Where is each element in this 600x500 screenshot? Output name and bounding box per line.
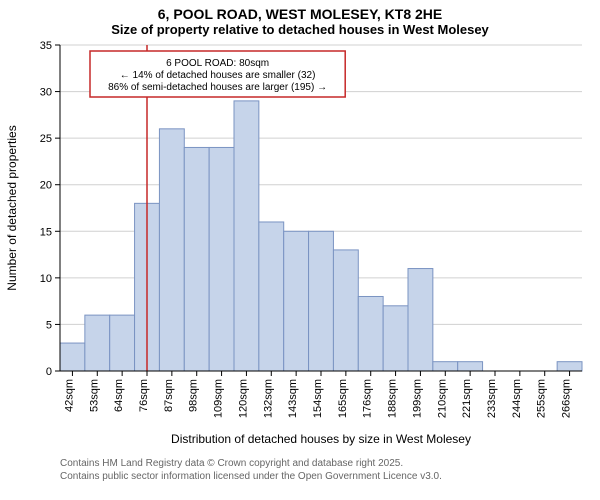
svg-text:120sqm: 120sqm xyxy=(237,379,249,418)
attribution-line-1: Contains HM Land Registry data © Crown c… xyxy=(60,457,600,470)
histogram-bar xyxy=(458,362,483,371)
histogram-bar xyxy=(309,231,334,371)
histogram-bar xyxy=(110,315,135,371)
histogram-chart: 0 5 10 15 20 25 30 35 42sqm 53sqm 64sqm 76sqm 87sqm 9… xyxy=(0,37,600,457)
svg-text:154sqm: 154sqm xyxy=(312,379,324,418)
svg-text:42sqm: 42sqm xyxy=(63,379,75,412)
svg-text:30: 30 xyxy=(40,87,52,99)
histogram-bar xyxy=(184,147,209,371)
x-axis-label: Distribution of detached houses by size … xyxy=(171,432,471,446)
svg-text:132sqm: 132sqm xyxy=(262,379,274,418)
page-subtitle: Size of property relative to detached ho… xyxy=(0,22,600,37)
histogram-bar xyxy=(358,296,383,371)
svg-text:233sqm: 233sqm xyxy=(486,379,498,418)
svg-text:20: 20 xyxy=(40,180,52,192)
histogram-bar xyxy=(259,222,284,371)
histogram-bar xyxy=(159,129,184,371)
svg-text:98sqm: 98sqm xyxy=(188,379,200,412)
histogram-bar xyxy=(433,362,458,371)
svg-text:53sqm: 53sqm xyxy=(88,379,100,412)
histogram-bar xyxy=(60,343,85,371)
svg-text:143sqm: 143sqm xyxy=(287,379,299,418)
svg-text:221sqm: 221sqm xyxy=(461,379,473,418)
svg-text:199sqm: 199sqm xyxy=(411,379,423,418)
svg-text:5: 5 xyxy=(46,319,52,331)
svg-text:0: 0 xyxy=(46,366,52,378)
svg-text:15: 15 xyxy=(40,226,52,238)
annotation-line: 86% of semi-detached houses are larger (… xyxy=(108,82,327,93)
histogram-bar xyxy=(85,315,110,371)
annotation-line: ← 14% of detached houses are smaller (32… xyxy=(120,70,316,81)
y-axis-label: Number of detached properties xyxy=(5,125,19,290)
svg-text:188sqm: 188sqm xyxy=(387,379,399,418)
histogram-bar xyxy=(284,231,309,371)
svg-text:76sqm: 76sqm xyxy=(138,379,150,412)
histogram-bar xyxy=(383,306,408,371)
svg-text:244sqm: 244sqm xyxy=(511,379,523,418)
attribution-block: Contains HM Land Registry data © Crown c… xyxy=(0,457,600,483)
page-title: 6, POOL ROAD, WEST MOLESEY, KT8 2HE xyxy=(0,6,600,22)
bars xyxy=(60,101,582,371)
svg-text:64sqm: 64sqm xyxy=(113,379,125,412)
svg-text:176sqm: 176sqm xyxy=(362,379,374,418)
histogram-bar xyxy=(209,147,234,371)
svg-text:266sqm: 266sqm xyxy=(561,379,573,418)
title-block: 6, POOL ROAD, WEST MOLESEY, KT8 2HE Size… xyxy=(0,0,600,37)
svg-text:210sqm: 210sqm xyxy=(436,379,448,418)
histogram-bar xyxy=(557,362,582,371)
histogram-bar xyxy=(333,250,358,371)
svg-text:10: 10 xyxy=(40,273,52,285)
annotation-line: 6 POOL ROAD: 80sqm xyxy=(166,58,269,69)
svg-text:35: 35 xyxy=(40,40,52,52)
svg-text:25: 25 xyxy=(40,133,52,145)
svg-text:165sqm: 165sqm xyxy=(337,379,349,418)
attribution-line-2: Contains public sector information licen… xyxy=(60,470,600,483)
svg-text:255sqm: 255sqm xyxy=(536,379,548,418)
histogram-bar xyxy=(234,101,259,371)
svg-text:109sqm: 109sqm xyxy=(213,379,225,418)
svg-text:87sqm: 87sqm xyxy=(163,379,175,412)
histogram-bar xyxy=(408,269,433,371)
